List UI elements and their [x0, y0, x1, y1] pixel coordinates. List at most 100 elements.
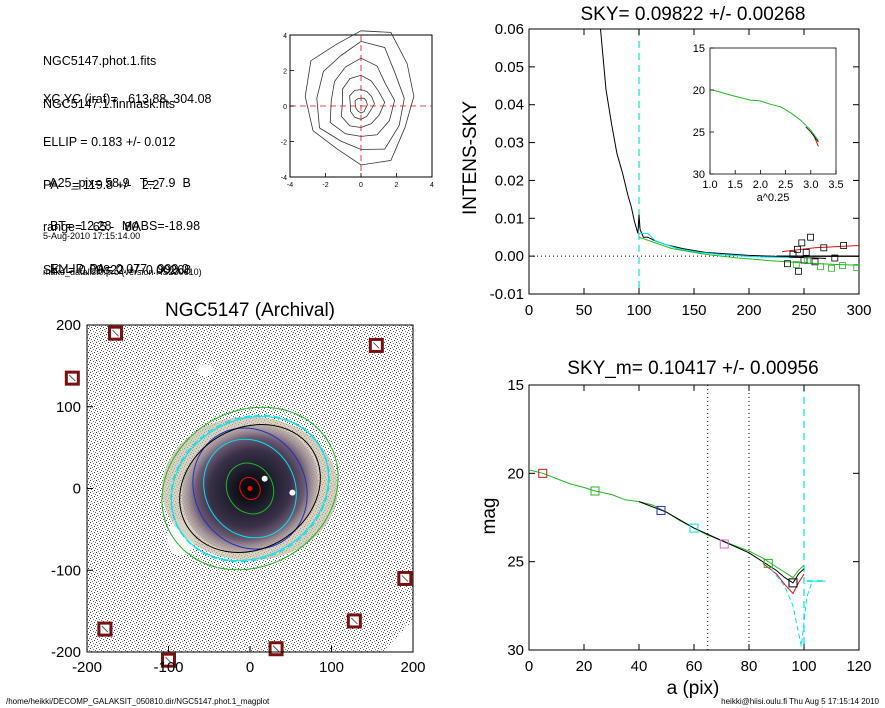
contour-y-tick-label: 4 [283, 33, 287, 40]
mag-x-tick-label: 20 [576, 658, 593, 675]
mag-y-tick-label: 20 [507, 465, 524, 482]
sky-black-point [811, 258, 819, 266]
sky-ylabel: INTENS-SKY [460, 101, 481, 215]
masked-star-mark [350, 617, 358, 625]
contour-level [340, 74, 386, 128]
isophote-ellipse [203, 438, 297, 539]
contour-level [349, 89, 375, 120]
sky-y-tick-label: 0.00 [495, 248, 524, 265]
mag-xlabel: a (pix) [667, 678, 720, 699]
sky-black-point [789, 250, 797, 258]
sky-series-line [781, 245, 859, 253]
info-program: make_datalist0.pro (version HS230610) [43, 267, 202, 277]
sky-black-point [784, 260, 791, 268]
sky-black-point [802, 248, 810, 256]
sky-profile-plot: SKY= 0.09822 +/- 0.00268 INTENS-SKY 0 50 1… [460, 4, 872, 319]
inset-y-tick-label: 25 [693, 127, 705, 139]
sky-black-point [795, 267, 802, 275]
mag-marker [656, 505, 666, 515]
info-line: NGC5147.1.finmask.fits [43, 97, 175, 112]
isophote-ellipse [161, 406, 339, 571]
footer-user-date: heikki@hiisi.oulu.fi Thu Aug 5 17:15:14 … [721, 697, 879, 706]
image-y-tick-label: -200 [51, 644, 81, 661]
contour-x-tick-label: -4 [287, 182, 293, 189]
mag-ylabel: mag [479, 498, 500, 535]
mag-x-tick-label: 80 [741, 658, 758, 675]
contour-level [354, 97, 368, 114]
contour-x-tick-label: 2 [395, 182, 399, 189]
mag-x-tick-label: 40 [631, 658, 648, 675]
info-line: range= 65.- 80. [43, 220, 143, 235]
image-y-tick-label: 100 [56, 399, 81, 416]
info-date: 5-Aug-2010 17:15:14.00 [43, 231, 141, 241]
sky-y-tick-label: 0.05 [495, 59, 524, 76]
sky-green-point [839, 262, 846, 270]
info-line: PA = 119.8 +/- 2.2 [43, 177, 160, 192]
contour-level [329, 57, 396, 137]
sky-black-point [807, 233, 814, 241]
masked-star-mark [272, 645, 280, 653]
sky-green-point [828, 264, 835, 272]
inset-x-tick-label: 3.5 [828, 179, 843, 191]
galaxy-center [247, 486, 253, 491]
mag-marker [788, 578, 798, 588]
sky-x-tick-label: 100 [626, 302, 651, 319]
info-line: XC,YC (iraf)= 613.88, 304.08 [43, 92, 212, 107]
isophote-ellipse [239, 476, 261, 501]
masked-star-mark [101, 625, 109, 633]
galaxy-image-panel: NGC5147 (Archival) -200 -100 0 100 200 -200 -1… [51, 300, 426, 676]
sky-green-point [817, 263, 824, 271]
sky-black-point [794, 245, 801, 253]
sky-x-tick-label: 300 [846, 302, 871, 319]
contour-level [304, 30, 415, 166]
mag-y-tick-label: 30 [507, 642, 524, 659]
inset-y-tick-label: 20 [693, 85, 705, 97]
sky-green-point [853, 264, 859, 271]
magnitude-profile-plot: SKY_m= 0.10417 +/- 0.00956 mag a (pix) 0… [479, 358, 872, 699]
image-title: NGC5147 (Archival) [165, 300, 335, 321]
mag-marker [538, 468, 548, 478]
image-y-tick-label: 200 [56, 317, 81, 334]
image-x-tick-label: 100 [319, 659, 344, 676]
mag-x-tick-label: 120 [846, 658, 871, 675]
foreground-star [289, 489, 296, 496]
contour-y-tick-label: -2 [281, 140, 287, 147]
sky-black-point [831, 254, 839, 262]
isophote-ellipse [225, 462, 275, 515]
contour-y-tick-label: 0 [283, 104, 287, 111]
sky-x-tick-label: 0 [525, 302, 533, 319]
foreground-star [261, 475, 268, 482]
inset-y-tick-label: 15 [693, 43, 705, 55]
sky-green-point [803, 257, 811, 265]
info-line: BT= 12.28 MABS=-18.98 [43, 219, 201, 234]
sky-green-point [792, 261, 800, 268]
isophote-dashed [170, 414, 330, 563]
inset-xlabel: a^0.25 [757, 192, 790, 204]
sky-y-tick-label: 0.02 [495, 172, 524, 189]
sky-black-point [820, 244, 828, 252]
mag-series-line [529, 469, 805, 579]
sky-y-tick-label: -0.01 [490, 286, 524, 303]
isophote-ellipse [192, 427, 308, 550]
sky-black-point [840, 242, 847, 249]
image-x-tick-label: -100 [153, 659, 183, 676]
inset-x-tick-label: 2.0 [753, 179, 768, 191]
info-line: ELLIP, PA= 0.077 999.0 [43, 261, 189, 276]
masked-star-mark [112, 329, 119, 337]
sky-title: SKY= 0.09822 +/- 0.00268 [580, 4, 805, 25]
image-x-tick-label: -200 [72, 659, 102, 676]
inset-x-tick-label: 1.0 [702, 179, 717, 191]
inset-y-tick-label: 30 [693, 169, 705, 181]
info-block-d: 5-Aug-2010 17:15:14.00 make_datalist0.pr… [43, 206, 202, 290]
inset-x-tick-label: 2.5 [778, 179, 793, 191]
sky-x-tick-label: 250 [791, 302, 816, 319]
info-block-c: A25_pix= 58.9 T= 7.9 B BT= 12.28 MABS=-1… [43, 148, 200, 290]
mag-x-tick-label: 0 [525, 658, 533, 675]
inset-x-tick-label: 1.5 [728, 179, 743, 191]
sky-plot-area [529, 29, 859, 294]
masked-star-mark [68, 374, 76, 382]
contour-plot: -4 -2 0 2 4 -4 -2 0 2 4 [281, 30, 434, 189]
footer-path: /home/heikki/DECOMP_GALAKSIT_050810.dir/… [6, 697, 270, 706]
isophote-ellipse [179, 424, 321, 553]
mag-y-tick-label: 25 [507, 554, 524, 571]
